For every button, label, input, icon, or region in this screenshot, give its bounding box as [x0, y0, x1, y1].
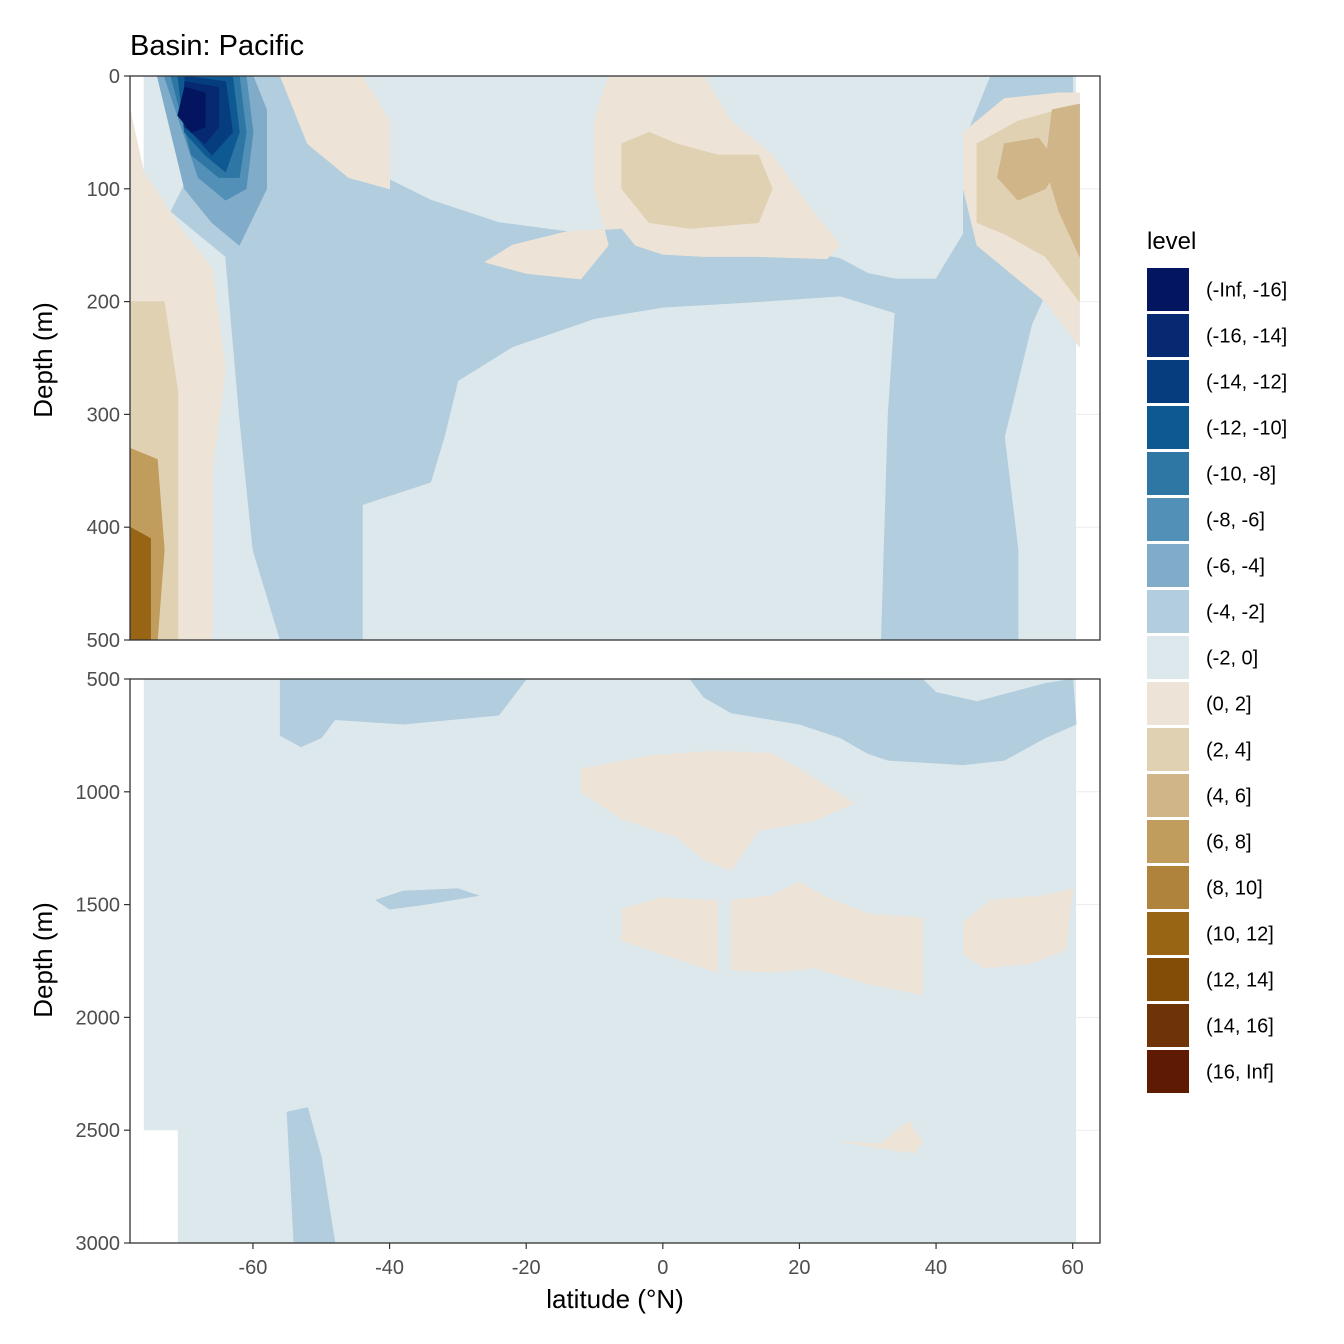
legend-label: (-8, -6] [1206, 510, 1265, 532]
legend-key [1147, 636, 1189, 679]
legend-label: (-14, -12] [1206, 372, 1287, 394]
legend-label: (-16, -14] [1206, 326, 1287, 348]
y-tick-label: 500 [87, 630, 120, 652]
y-tick-label: 2500 [76, 1120, 121, 1142]
x-tick-label: -40 [375, 1257, 404, 1279]
legend-label: (-2, 0] [1206, 648, 1258, 670]
legend-label: (12, 14] [1206, 970, 1274, 992]
contour-band [279, 76, 391, 190]
chart-title: Basin: Pacific [130, 30, 304, 62]
y-axis-title-lower: Depth (m) [28, 902, 58, 1018]
contour-band [580, 750, 855, 872]
y-tick-label: 400 [87, 517, 120, 539]
contour-band [840, 1120, 923, 1154]
x-axis-title: latitude (°N) [546, 1284, 684, 1314]
no-data-region [143, 1130, 178, 1243]
contour-band [177, 86, 206, 133]
legend-label: (16, Inf] [1206, 1062, 1274, 1084]
contour-band [689, 679, 1077, 766]
legend-label: (10, 12] [1206, 924, 1274, 946]
contour-band [621, 131, 773, 229]
y-tick-label: 500 [87, 669, 120, 691]
legend-label: (4, 6] [1206, 786, 1252, 808]
legend-label: (-6, -4] [1206, 556, 1265, 578]
legend-key [1147, 268, 1189, 311]
y-tick-label: 3000 [76, 1233, 121, 1255]
x-tick-label: -20 [512, 1257, 541, 1279]
legend: level (-Inf, -16] (-16, -14] (-14, -12] (-1… [1147, 228, 1287, 1093]
legend-key [1147, 1004, 1189, 1047]
upper-panel: 0 100 200 300 400 500 [87, 66, 1101, 652]
x-tick-label: 20 [788, 1257, 810, 1279]
y-tick-label: 1500 [76, 895, 121, 917]
y-tick-label: 0 [109, 66, 120, 88]
legend-key [1147, 590, 1189, 633]
y-tick-label: 2000 [76, 1007, 121, 1029]
legend-key [1147, 452, 1189, 495]
y-axis-title-upper: Depth (m) [28, 302, 58, 418]
x-tick-label: 60 [1062, 1257, 1084, 1279]
legend-key [1147, 728, 1189, 771]
contour-band [279, 679, 527, 748]
contour-band [621, 897, 718, 973]
legend-label: (8, 10] [1206, 878, 1263, 900]
y-tick-label: 200 [87, 292, 120, 314]
legend-label: (-Inf, -16] [1206, 280, 1287, 302]
lower-border [129, 678, 1101, 1244]
contour-band [997, 137, 1060, 201]
legend-key [1147, 820, 1189, 863]
contour-band [963, 888, 1074, 969]
legend-label: (2, 4] [1206, 740, 1252, 762]
legend-key [1147, 682, 1189, 725]
x-tick-label: 40 [925, 1257, 947, 1279]
x-tick-label: -60 [239, 1257, 268, 1279]
contour-band [130, 526, 151, 640]
upper-border [129, 75, 1101, 641]
legend-key [1147, 360, 1189, 403]
legend-label: (0, 2] [1206, 694, 1252, 716]
y-tick-label: 1000 [76, 782, 121, 804]
legend-key [1147, 1050, 1189, 1093]
legend-label: (-4, -2] [1206, 602, 1265, 624]
contour-band [730, 881, 923, 996]
upper-contours [130, 76, 1080, 640]
legend-label: (-12, -10] [1206, 418, 1287, 440]
legend-key [1147, 498, 1189, 541]
legend-key [1147, 406, 1189, 449]
legend-key [1147, 544, 1189, 587]
legend-label: (14, 16] [1206, 1016, 1274, 1038]
legend-key [1147, 912, 1189, 955]
legend-key [1147, 774, 1189, 817]
no-data-region [130, 679, 144, 1243]
contour-band [1045, 103, 1080, 257]
contour-band [286, 1107, 336, 1243]
legend-label: (-10, -8] [1206, 464, 1276, 486]
y-tick-label: 300 [87, 404, 120, 426]
lower-panel: 500 1000 1500 2000 2500 3000 -60 -40 -20 0 20 40 60 [76, 669, 1101, 1279]
x-tick-label: 0 [657, 1257, 668, 1279]
legend-title: level [1147, 228, 1196, 255]
legend-key [1147, 958, 1189, 1001]
contour-band [375, 888, 479, 910]
lower-contours [130, 679, 1077, 1243]
legend-key [1147, 314, 1189, 357]
legend-key [1147, 866, 1189, 909]
legend-label: (6, 8] [1206, 832, 1252, 854]
y-tick-label: 100 [87, 179, 120, 201]
